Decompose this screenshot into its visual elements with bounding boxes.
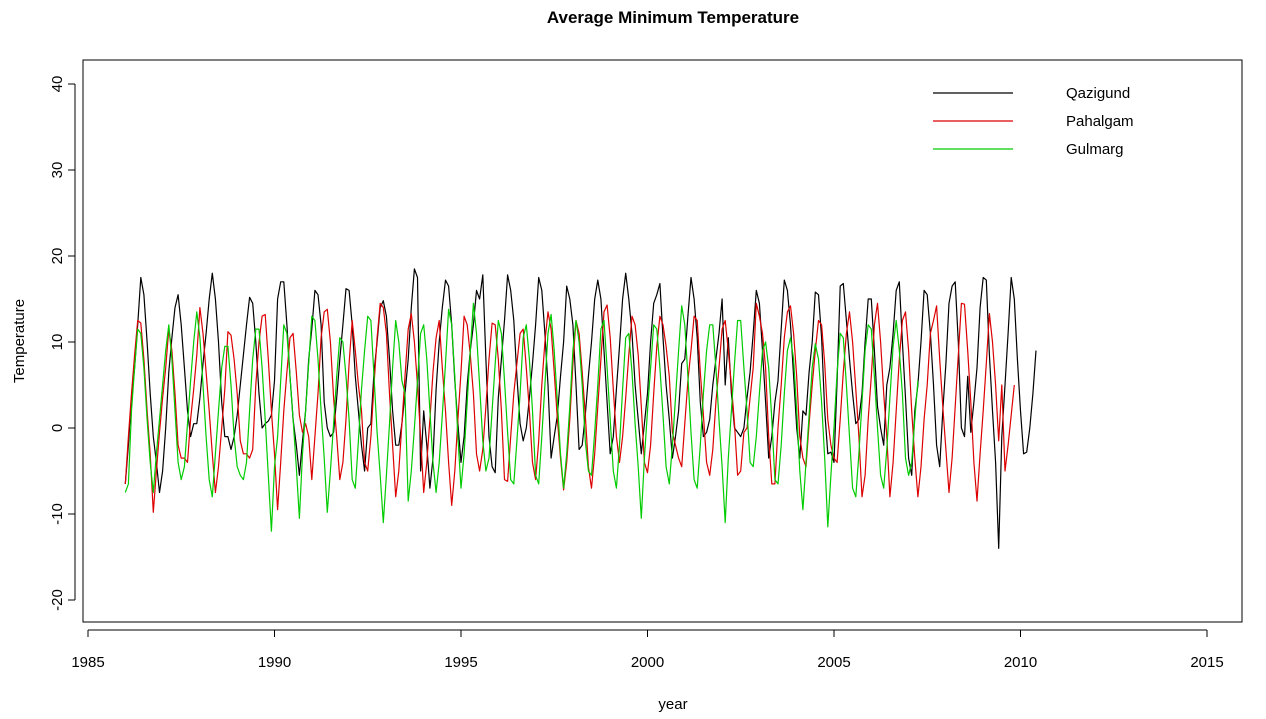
y-tick-label: -20 [49, 589, 66, 611]
legend-label-pahalgam: Pahalgam [1066, 113, 1134, 130]
series-layer [124, 268, 1037, 550]
x-tick-label: 2010 [1004, 654, 1037, 671]
x-axis: 1985 1990 1995 2000 2005 2010 2015 [71, 629, 1224, 671]
series-line-gulmarg [124, 302, 919, 532]
series-line-pahalgam [124, 302, 1015, 513]
series-line-qazigund [124, 268, 1037, 550]
y-axis: -20 -10 0 10 20 30 40 [49, 76, 76, 611]
y-tick-label: 0 [49, 424, 66, 432]
x-axis-label: year [658, 696, 687, 713]
x-tick-label: 1990 [258, 654, 291, 671]
y-tick-label: 20 [49, 248, 66, 265]
y-tick-label: 30 [49, 162, 66, 179]
x-tick-label: 2015 [1190, 654, 1223, 671]
legend: Qazigund Pahalgam Gulmarg [933, 85, 1134, 158]
y-tick-label: 40 [49, 76, 66, 93]
y-tick-label: 10 [49, 334, 66, 351]
legend-label-gulmarg: Gulmarg [1066, 141, 1124, 158]
y-tick-label: -10 [49, 503, 66, 525]
plot-frame [82, 59, 1243, 623]
legend-label-qazigund: Qazigund [1066, 85, 1130, 102]
x-tick-label: 2005 [817, 654, 850, 671]
chart-title: Average Minimum Temperature [547, 8, 799, 27]
x-tick-label: 1985 [71, 654, 104, 671]
y-axis-label: Temperature [11, 299, 28, 383]
x-tick-label: 2000 [631, 654, 664, 671]
x-tick-label: 1995 [444, 654, 477, 671]
